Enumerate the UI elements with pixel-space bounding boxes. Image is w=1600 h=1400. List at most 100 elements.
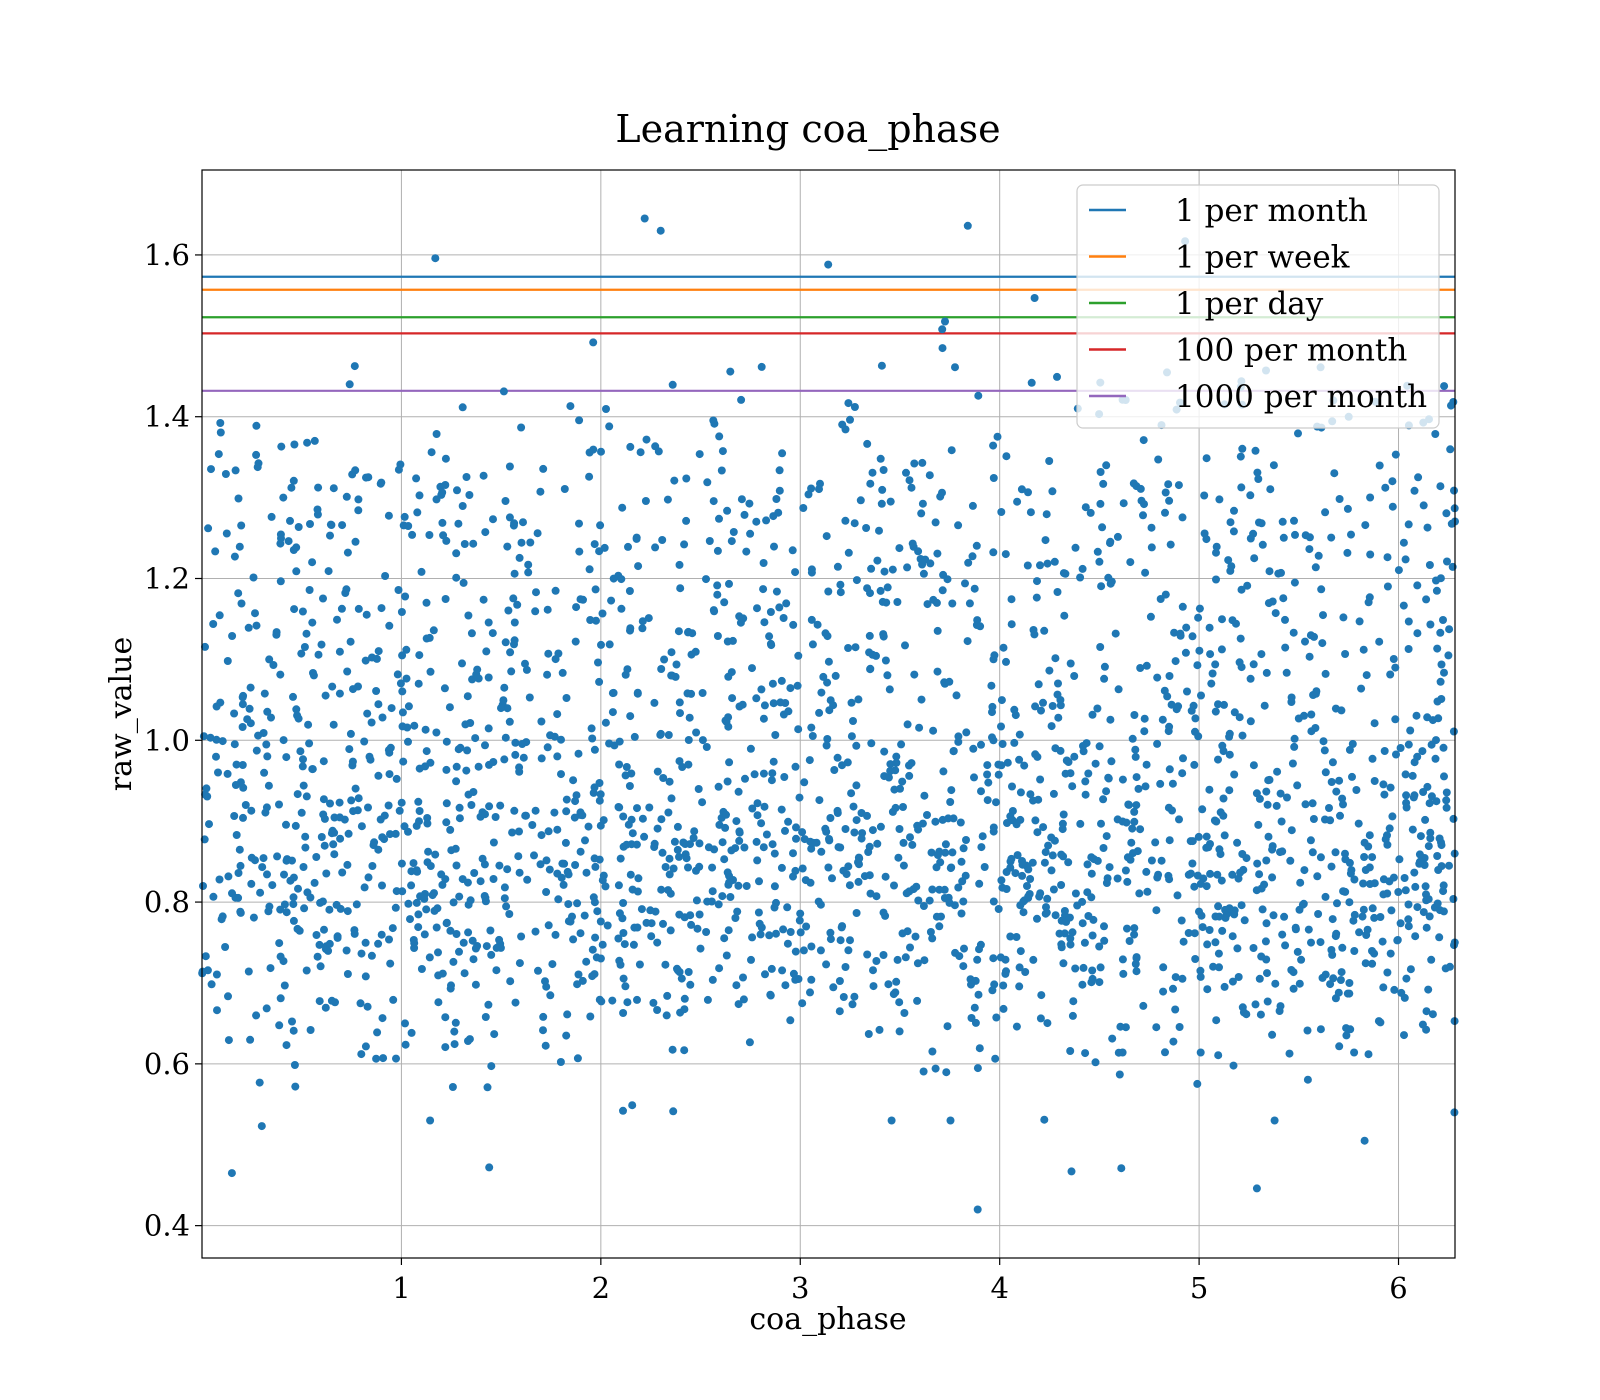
scatter-point: [1330, 469, 1339, 478]
scatter-point: [1395, 855, 1404, 864]
scatter-point: [775, 486, 784, 495]
scatter-point: [718, 892, 727, 901]
scatter-point: [563, 1010, 572, 1019]
scatter-point: [1100, 922, 1108, 931]
scatter-point: [561, 838, 570, 847]
scatter-point: [1339, 800, 1347, 809]
scatter-point: [337, 604, 346, 613]
scatter-point: [959, 897, 968, 906]
scatter-point: [1381, 835, 1390, 844]
scatter-point: [1030, 294, 1039, 302]
scatter-point: [1225, 786, 1234, 795]
scatter-point: [1214, 1051, 1223, 1060]
scatter-point: [249, 573, 258, 582]
scatter-point: [1366, 880, 1374, 888]
scatter-point: [1246, 717, 1255, 726]
scatter-point: [1308, 799, 1317, 808]
scatter-point: [957, 857, 966, 866]
scatter-point: [478, 854, 487, 863]
scatter-point: [665, 854, 674, 863]
scatter-point: [878, 485, 887, 494]
scatter-point: [325, 939, 334, 948]
scatter-point: [466, 896, 475, 905]
scatter-point: [465, 491, 474, 499]
scatter-point: [778, 966, 787, 975]
scatter-point: [321, 691, 330, 700]
scatter-point: [1181, 648, 1190, 657]
scatter-point: [235, 542, 244, 551]
scatter-point: [1083, 860, 1092, 869]
scatter-point: [293, 711, 302, 720]
scatter-point: [263, 870, 271, 879]
scatter-point: [1342, 1031, 1351, 1040]
scatter-point: [866, 889, 875, 898]
y-axis-ticks: 0.40.60.81.01.21.41.6: [144, 238, 202, 1243]
scatter-point: [838, 420, 847, 429]
scatter-point: [742, 547, 751, 556]
scatter-point: [245, 704, 254, 713]
scatter-point: [862, 524, 871, 532]
scatter-point: [647, 932, 656, 941]
scatter-point: [404, 737, 412, 746]
scatter-point: [873, 839, 882, 848]
scatter-point: [1140, 714, 1149, 723]
scatter-point: [1228, 977, 1237, 986]
scatter-point: [1096, 468, 1105, 476]
scatter-point: [231, 781, 240, 789]
scatter-point: [415, 817, 423, 826]
scatter-point: [385, 935, 393, 944]
scatter-point: [1146, 612, 1155, 621]
scatter-point: [1043, 559, 1052, 568]
scatter-point: [1084, 912, 1093, 920]
scatter-point: [680, 994, 689, 1003]
scatter-point: [789, 969, 798, 978]
scatter-point: [1202, 454, 1211, 463]
scatter-point: [1174, 481, 1183, 490]
scatter-point: [1345, 979, 1354, 987]
scatter-point: [1314, 910, 1323, 918]
scatter-point: [1328, 915, 1337, 924]
scatter-point: [536, 860, 545, 869]
scatter-point: [384, 801, 393, 810]
scatter-point: [1165, 672, 1174, 680]
scatter-point: [786, 928, 795, 936]
scatter-point: [354, 506, 363, 515]
scatter-point: [1264, 832, 1273, 841]
scatter-point: [500, 683, 509, 692]
scatter-point: [1198, 805, 1207, 814]
scatter-point: [280, 981, 289, 990]
scatter-point: [1419, 501, 1428, 510]
scatter-point: [399, 757, 408, 766]
scatter-point: [644, 614, 653, 623]
scatter-point: [1179, 937, 1188, 946]
scatter-point: [633, 688, 642, 697]
scatter-point: [822, 741, 831, 750]
scatter-point: [684, 968, 693, 976]
scatter-point: [1161, 1048, 1169, 1057]
scatter-point: [301, 832, 310, 841]
scatter-point: [1081, 1049, 1090, 1058]
scatter-point: [1226, 518, 1235, 527]
scatter-point: [543, 605, 552, 614]
scatter-point: [374, 771, 383, 780]
scatter-point: [942, 1068, 951, 1077]
scatter-point: [899, 861, 908, 870]
scatter-point: [388, 924, 397, 933]
scatter-point: [1071, 889, 1080, 898]
scatter-point: [431, 254, 440, 263]
scatter-point: [795, 793, 804, 802]
scatter-point: [970, 1003, 979, 1012]
scatter-point: [429, 626, 438, 635]
scatter-point: [1380, 747, 1389, 755]
scatter-point: [1125, 937, 1134, 945]
scatter-point: [1393, 936, 1402, 945]
scatter-point: [713, 581, 722, 590]
scatter-point: [464, 611, 473, 620]
scatter-point: [312, 931, 321, 939]
scatter-point: [1343, 989, 1352, 998]
scatter-point: [1171, 973, 1180, 982]
scatter-point: [1002, 452, 1011, 461]
scatter-point: [757, 819, 766, 828]
scatter-point: [1131, 960, 1140, 968]
scatter-point: [367, 718, 376, 727]
